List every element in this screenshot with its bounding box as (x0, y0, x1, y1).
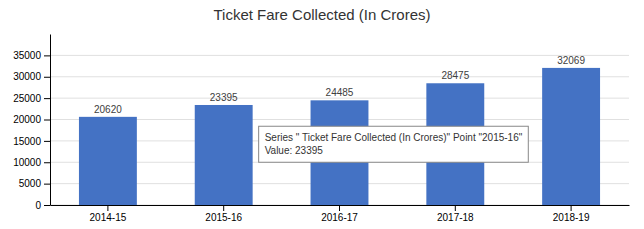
x-tick-label: 2016-17 (321, 212, 358, 223)
y-tick-mark (44, 162, 50, 163)
y-axis: 0 5000 10000 15000 20000 25000 30000 35000 (13, 35, 50, 211)
y-tick: 35000 (13, 50, 50, 61)
y-tick: 5000 (19, 178, 50, 189)
x-tick: 2018-19 (553, 205, 590, 223)
grid (50, 55, 629, 205)
y-tick-mark (44, 205, 50, 206)
x-tick-label: 2015-16 (205, 212, 242, 223)
y-tick-mark (44, 184, 50, 185)
bar (195, 105, 253, 205)
x-tick-mark (455, 205, 456, 211)
y-tick: 0 (35, 200, 50, 211)
x-tick-label: 2017-18 (437, 212, 474, 223)
bars (79, 68, 600, 205)
y-tick: 15000 (13, 136, 50, 147)
data-label: 20620 (94, 104, 122, 115)
x-tick-label: 2018-19 (553, 212, 590, 223)
y-axis-line (50, 35, 51, 206)
y-tick-mark (44, 98, 50, 99)
y-tick-mark (44, 141, 50, 142)
chart: Ticket Fare Collected (In Crores) 0 5000 10… (0, 0, 644, 229)
y-tick-label: 20000 (13, 114, 41, 125)
y-tick-label: 5000 (19, 178, 42, 189)
data-label: 23395 (210, 92, 238, 103)
x-tick-mark (107, 205, 108, 211)
y-tick-label: 35000 (13, 50, 41, 61)
x-tick-mark (571, 205, 572, 211)
y-tick-label: 15000 (13, 136, 41, 147)
annotation-box (259, 126, 529, 162)
y-tick-label: 25000 (13, 93, 41, 104)
y-tick: 25000 (13, 93, 50, 104)
annotation-text: Value: 23395 (265, 145, 324, 156)
plot: 0 5000 10000 15000 20000 25000 30000 35000 2014-… (13, 35, 629, 224)
x-axis: 2014-15 2015-16 2016-17 2017-18 2018-19 (51, 205, 630, 223)
x-tick-label: 2014-15 (90, 212, 127, 223)
y-tick-mark (44, 120, 50, 121)
bar (79, 117, 137, 205)
y-tick-mark (44, 77, 50, 78)
grid-line (50, 55, 629, 56)
data-label: 24485 (326, 87, 354, 98)
annotation-text: Series " Ticket Fare Collected (In Crore… (265, 132, 523, 143)
x-tick: 2014-15 (90, 205, 127, 223)
x-tick: 2016-17 (321, 205, 358, 223)
bar (542, 68, 600, 205)
y-tick-label: 0 (35, 200, 41, 211)
y-tick-mark (44, 55, 50, 56)
y-tick: 30000 (13, 71, 50, 82)
annotation: Series " Ticket Fare Collected (In Crore… (259, 126, 529, 162)
title: Ticket Fare Collected (In Crores) (213, 6, 430, 23)
y-tick: 20000 (13, 114, 50, 125)
y-tick-label: 30000 (13, 71, 41, 82)
y-tick-label: 10000 (13, 157, 41, 168)
y-tick: 10000 (13, 157, 50, 168)
x-tick-mark (339, 205, 340, 211)
data-label: 28475 (441, 70, 469, 81)
x-tick-mark (223, 205, 224, 211)
data-label: 32069 (557, 55, 585, 66)
x-tick: 2017-18 (437, 205, 474, 223)
x-tick: 2015-16 (205, 205, 242, 223)
data-labels: 20620 23395 24485 28475 32069 (94, 55, 585, 115)
